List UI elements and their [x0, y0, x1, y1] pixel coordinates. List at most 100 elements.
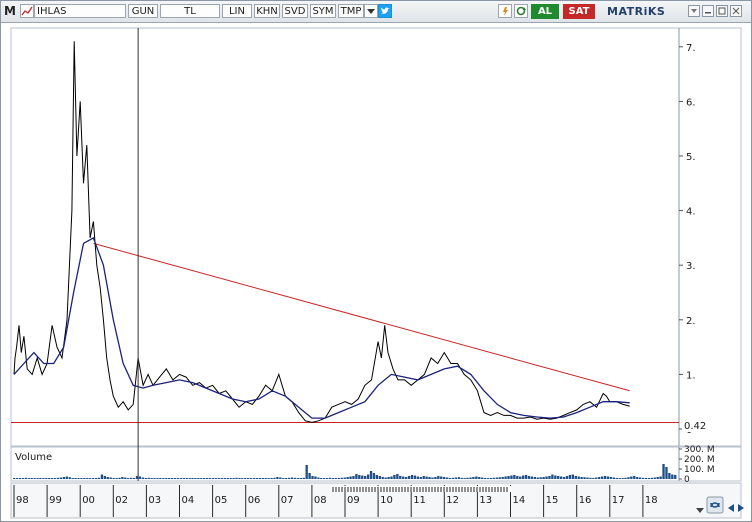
volume-bar — [422, 476, 425, 479]
period-button[interactable]: GUN — [128, 4, 158, 18]
volume-bar — [393, 475, 396, 479]
volume-bar — [188, 478, 191, 479]
close-icon[interactable] — [730, 5, 742, 17]
scale-button[interactable]: LIN — [222, 4, 252, 18]
gear-icon[interactable] — [514, 4, 528, 18]
volume-bar — [168, 478, 171, 479]
buy-button[interactable]: AL — [531, 4, 559, 19]
volume-bar — [498, 477, 501, 479]
volume-bar — [36, 478, 39, 479]
volume-bar — [457, 477, 460, 479]
chevron-down-icon[interactable] — [364, 4, 378, 18]
volume-bar — [135, 476, 139, 479]
volume-bar — [314, 476, 317, 479]
maximize-icon[interactable] — [716, 5, 728, 17]
volume-bar — [571, 474, 575, 479]
volume-bar — [343, 477, 346, 479]
minimize-icon[interactable] — [702, 5, 714, 17]
volume-bar — [647, 478, 651, 479]
volume-bar — [173, 478, 177, 479]
volume-tick-label: 300. M — [684, 445, 715, 455]
volume-bar — [194, 478, 197, 479]
arrow-right-icon[interactable] — [738, 504, 744, 512]
sym-button[interactable]: SYM — [310, 4, 336, 18]
scrollbar-thumb[interactable] — [332, 487, 508, 492]
twitter-icon[interactable] — [378, 4, 392, 18]
m-logo-icon[interactable]: M — [4, 4, 16, 18]
scrollbar-track[interactable] — [331, 486, 511, 492]
currency-button[interactable]: TL — [160, 4, 220, 18]
volume-bar — [279, 477, 282, 479]
volume-bar — [252, 478, 256, 479]
volume-bar — [542, 477, 545, 479]
price-tick-label: 1. — [686, 370, 696, 381]
volume-bar — [554, 475, 557, 479]
volume-bar — [404, 477, 408, 479]
volume-bar — [431, 477, 434, 479]
volume-bar — [62, 477, 66, 479]
price-tick-label: 2. — [686, 316, 696, 327]
price-tick-label: 6. — [686, 97, 696, 108]
symbol-chart-icon[interactable] — [20, 4, 34, 18]
volume-bar — [381, 477, 384, 479]
volume-bar — [475, 476, 478, 479]
volume-bar — [97, 477, 101, 479]
volume-bar — [524, 475, 528, 479]
volume-bar — [445, 477, 449, 479]
volume-bar — [220, 478, 224, 479]
tmp-button[interactable]: TMP — [338, 4, 364, 18]
volume-bar — [662, 464, 665, 479]
volume-bar — [162, 478, 165, 479]
volume-bar — [674, 475, 677, 479]
volume-bar — [211, 478, 215, 479]
price-series — [13, 41, 630, 423]
volume-bar — [179, 478, 183, 479]
volume-bar — [481, 477, 484, 479]
volume-bar — [255, 478, 259, 479]
volume-bar — [305, 465, 308, 479]
rotate-icon[interactable] — [688, 5, 700, 17]
sell-button[interactable]: SAT — [563, 4, 595, 19]
volume-bar — [115, 478, 118, 479]
volume-bar — [390, 476, 393, 479]
time-tick-label: 17 — [612, 495, 625, 506]
volume-bar — [229, 478, 232, 479]
volume-bar — [71, 478, 74, 479]
volume-bar — [30, 478, 33, 479]
volume-bar — [521, 475, 525, 479]
zoom-icon[interactable] — [706, 496, 724, 514]
volume-bar — [413, 475, 417, 479]
volume-bar — [287, 477, 291, 479]
moving-average-series — [13, 236, 630, 419]
volume-bar — [127, 478, 130, 479]
volume-bar — [410, 475, 414, 479]
volume-bar — [45, 478, 48, 479]
price-tick-label: 5. — [686, 152, 696, 163]
khn-button[interactable]: KHN — [254, 4, 280, 18]
volume-bar — [293, 477, 297, 479]
trendline — [93, 242, 630, 392]
svd-button[interactable]: SVD — [282, 4, 308, 18]
volume-bar — [285, 478, 288, 479]
volume-bar — [320, 478, 323, 479]
volume-bar — [492, 477, 496, 479]
volume-bar — [656, 477, 659, 479]
volume-bar — [337, 478, 341, 479]
price-panel — [10, 27, 742, 447]
volume-bar — [583, 477, 586, 479]
volume-bar — [299, 478, 302, 479]
time-tick-label: 98 — [16, 495, 29, 506]
volume-tick-label: 100. M — [684, 465, 715, 475]
symbol-field[interactable]: IHLAS — [34, 4, 126, 18]
volume-bar — [630, 476, 633, 479]
refresh-icon[interactable] — [498, 4, 512, 18]
time-tick-label: 10 — [380, 495, 393, 506]
volume-bar — [340, 477, 343, 479]
chevron-down-small-icon[interactable] — [696, 508, 704, 513]
time-tick-label: 07 — [281, 495, 294, 506]
arrow-left-icon[interactable] — [728, 504, 734, 512]
volume-bar — [48, 478, 51, 479]
volume-bar — [53, 478, 57, 479]
volume-bar — [568, 475, 572, 479]
